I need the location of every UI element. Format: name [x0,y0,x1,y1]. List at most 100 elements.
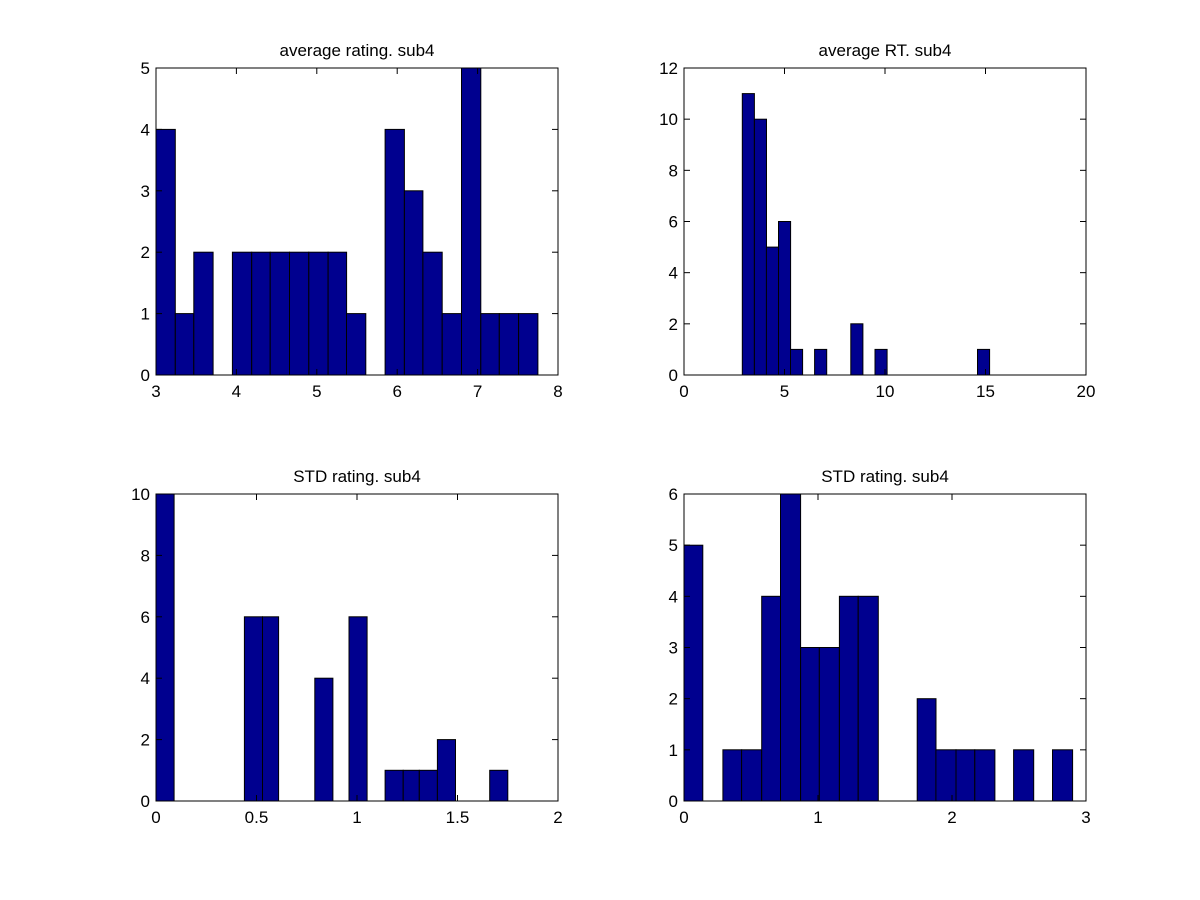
y-tick-label: 0 [669,792,678,811]
histogram-bar [974,749,996,802]
histogram-bar [800,647,820,802]
histogram-bar [857,595,879,802]
x-tick-label: 15 [976,382,995,401]
y-tick-label: 8 [141,546,150,565]
x-tick-label: 1 [813,808,822,827]
y-tick-label: 6 [669,213,678,232]
histogram-bar [314,677,334,802]
histogram-bar [403,190,424,376]
y-tick-label: 5 [141,59,150,78]
y-tick-label: 3 [669,639,678,658]
x-tick-label: 2 [947,808,956,827]
histogram-bar [155,493,175,802]
x-tick-label: 1 [352,808,361,827]
histogram-bar [722,749,743,802]
histogram-bar [384,769,404,802]
histogram-bar [231,251,253,376]
y-tick-label: 3 [141,182,150,201]
histogram-bars [683,493,1074,802]
histogram-bar [838,595,859,802]
histogram-bar [243,616,263,802]
histogram-bar [289,251,310,376]
axis-ticks: 0 5 10 15 20 0 2 4 6 8 10 12 [659,59,1095,401]
histogram-bars [155,493,509,802]
y-tick-label: 0 [141,792,150,811]
y-tick-label: 1 [141,305,150,324]
histogram-bar [480,313,500,376]
y-tick-label: 2 [141,243,150,262]
x-tick-label: 1.5 [446,808,470,827]
histogram-bar [384,128,405,376]
y-tick-label: 6 [669,485,678,504]
histogram-bar [765,246,780,376]
x-tick-label: 8 [553,382,562,401]
x-tick-label: 3 [151,382,160,401]
x-tick-label: 3 [1081,808,1090,827]
axes-frame [155,67,559,376]
histogram-bar [818,647,840,802]
histogram-bar [518,313,539,376]
histogram-bar [262,616,280,802]
histogram-bar [850,323,864,376]
x-tick-label: 4 [232,382,241,401]
y-tick-label: 4 [669,587,678,606]
panel-std-rating-left: STD rating. sub4 0 0.5 1 1.5 2 0 2 4 6 8 10 [131,467,563,827]
y-tick-label: 10 [131,485,150,504]
histogram-bar [761,595,782,802]
x-tick-label: 5 [312,382,321,401]
panel-title: average RT. sub4 [819,41,952,60]
y-tick-label: 12 [659,59,678,78]
x-tick-label: 0 [679,808,688,827]
y-tick-label: 0 [669,366,678,385]
y-tick-label: 0 [141,366,150,385]
histogram-bar [814,348,828,376]
y-tick-label: 2 [669,690,678,709]
histogram-bar [346,313,367,376]
histogram-bar [193,251,214,376]
x-tick-label: 5 [780,382,789,401]
histogram-bar [955,749,976,802]
x-tick-label: 6 [392,382,401,401]
histogram-bar [741,749,763,802]
histogram-bar [461,67,482,376]
histogram-bar [790,348,804,376]
histogram-bar [436,739,456,802]
histogram-bar [422,251,443,376]
panel-std-rating-right: STD rating. sub4 0 1 2 3 0 1 2 3 4 5 6 [669,467,1091,827]
y-tick-label: 4 [141,120,150,139]
histogram-bar [1052,749,1074,802]
y-tick-label: 1 [669,741,678,760]
histogram-bar [269,251,291,376]
x-tick-label: 20 [1077,382,1096,401]
panel-title: STD rating. sub4 [821,467,949,486]
histogram-bar [977,348,991,376]
y-tick-label: 4 [141,669,150,688]
y-tick-label: 8 [669,161,678,180]
histogram-bar [418,769,438,802]
panel-title: average rating. sub4 [280,41,435,60]
histogram-bar [251,251,271,376]
axis-ticks: 0 1 2 3 0 1 2 3 4 5 6 [669,485,1091,827]
panel-average-rt: average RT. sub4 0 5 10 15 20 0 2 4 6 8 10 12 [659,41,1095,401]
x-tick-label: 0.5 [245,808,269,827]
panel-average-rating: average rating. sub4 3 4 5 6 7 8 0 1 2 3 4 5 [141,41,563,401]
histogram-bar [402,769,420,802]
histogram-bar [780,493,802,802]
histogram-bar [174,313,195,376]
histogram-bar [489,769,509,802]
histogram-bar [308,251,329,376]
x-tick-label: 7 [473,382,482,401]
y-tick-label: 4 [669,264,678,283]
y-tick-label: 5 [669,536,678,555]
histogram-bar [741,93,755,376]
y-tick-label: 6 [141,608,150,627]
histogram-bar [778,221,792,376]
axis-ticks: 0 0.5 1 1.5 2 0 2 4 6 8 10 [131,485,563,827]
histogram-bar [683,544,704,802]
histogram-bar [441,313,463,376]
x-tick-label: 10 [876,382,895,401]
histogram-bar [753,118,768,376]
histogram-bars [741,93,991,376]
histogram-bar [1013,749,1035,802]
